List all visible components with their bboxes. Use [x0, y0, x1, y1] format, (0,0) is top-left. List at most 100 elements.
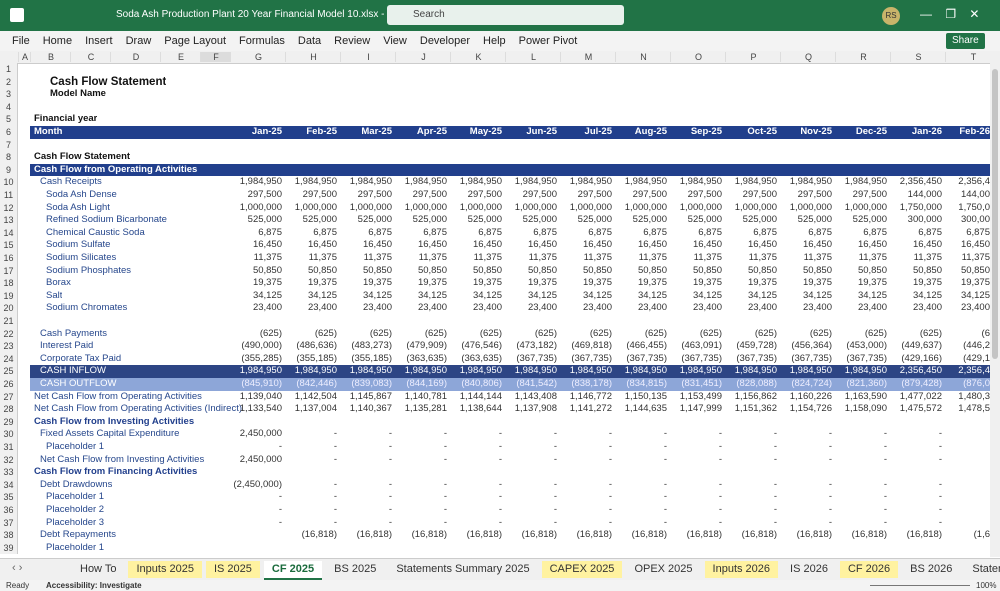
cell-value: 525,000 [797, 214, 832, 226]
cell-value: 1,000,000 [514, 201, 557, 213]
search-box[interactable]: Search [387, 5, 624, 25]
menu-item[interactable]: File [12, 35, 30, 47]
menu-item[interactable]: Data [297, 35, 322, 47]
menu-item[interactable]: Page Layout [164, 35, 227, 47]
sheet-tab[interactable]: How To [80, 563, 117, 575]
cell-value: - [608, 441, 612, 452]
cell-value: (483,273) [351, 340, 392, 352]
cell-value: 50,850 [417, 264, 447, 276]
scrollbar[interactable] [990, 63, 1000, 557]
month-header: Feb-25 [306, 126, 337, 137]
cell-value: (842,446) [296, 378, 337, 389]
sheet-tab[interactable]: IS 2026 [790, 563, 828, 575]
status-bar: Ready Accessibility: Investigate 100% [0, 580, 1000, 591]
menu-item[interactable]: Insert [85, 35, 113, 47]
row-label: Cash Flow from Operating Activities [34, 163, 198, 175]
sheet-tab[interactable]: OPEX 2025 [634, 563, 693, 575]
cell-value: 50,850 [857, 264, 887, 276]
row-number: 9 [0, 163, 18, 177]
cell-value: (453,000) [846, 340, 887, 352]
cell-value: 11,375 [803, 252, 832, 263]
cell-value: 34,125 [960, 289, 990, 301]
cell-value: 1,984,950 [624, 176, 667, 188]
menu-item[interactable]: View [383, 35, 407, 47]
cell-value: 1,140,367 [349, 403, 392, 415]
sheet-tab[interactable]: IS 2025 [205, 561, 260, 578]
cell-value: - [443, 504, 447, 515]
cell-value: 50,850 [252, 264, 282, 276]
menu-item[interactable]: Power Pivot [518, 35, 578, 47]
cell-value: - [773, 453, 777, 465]
sheet-tab[interactable]: CF 2026 [839, 561, 899, 578]
cell-value: 1,000,000 [239, 201, 282, 213]
sheet-tab[interactable]: BS 2026 [910, 563, 953, 575]
row-label: Cash Receipts [40, 176, 102, 188]
cell-value: - [828, 441, 832, 452]
cell-value: (1,6 [973, 529, 990, 541]
cell-value: 11,375 [473, 252, 502, 263]
cell-value: (367,735) [626, 352, 667, 364]
share-button[interactable]: Share [946, 33, 985, 49]
cell-value: (838,178) [571, 378, 612, 389]
row-label: Placeholder 1 [46, 541, 105, 553]
cell-value: - [883, 491, 887, 503]
cell-value: 1,147,999 [679, 403, 722, 415]
cell-value: 6,875 [533, 226, 557, 238]
zoom-level[interactable]: 100% [976, 581, 997, 590]
column-letter: G [230, 52, 286, 62]
row-number: 20 [0, 302, 18, 315]
tab-nav[interactable]: ‹ › [12, 562, 23, 574]
title-bar: Soda Ash Production Plant 20 Year Financ… [0, 0, 1000, 31]
sheet-tab[interactable]: Statements Summary 2025 [396, 563, 530, 575]
row-label: Net Cash Flow from Operating Activities [34, 390, 202, 402]
search-text: Search [413, 9, 445, 20]
cell-value: 300,000 [907, 214, 942, 226]
cell-value: - [883, 478, 887, 490]
row-number: 7 [0, 138, 18, 152]
cell-value: (16,818) [686, 529, 722, 541]
cell-value: 525,000 [577, 214, 612, 226]
sheet-tab[interactable]: Statements Summa [972, 563, 1000, 575]
scroll-thumb[interactable] [992, 69, 998, 359]
zoom-slider[interactable] [870, 585, 970, 586]
menu-item[interactable]: Home [42, 35, 73, 47]
cell-value: 50,850 [747, 264, 777, 276]
row-number: 19 [0, 289, 18, 303]
cell-value: - [608, 504, 612, 515]
sheet-tab[interactable]: Inputs 2025 [128, 561, 202, 578]
row-number: 21 [0, 315, 18, 328]
window-controls[interactable]: — ❐ ✕ [920, 7, 980, 21]
cell-value: 1,145,867 [349, 390, 392, 402]
cell-value: 6,875 [478, 226, 502, 238]
cell-value: 297,500 [357, 189, 392, 200]
menu-item[interactable]: Draw [125, 35, 152, 47]
cell-value: 34,125 [417, 289, 447, 301]
menu-item[interactable]: Review [334, 35, 371, 47]
sheet-tab[interactable]: CAPEX 2025 [541, 561, 623, 578]
cell-value: 16,450 [527, 239, 557, 251]
cell-value: 1,984,950 [404, 176, 447, 188]
cell-value: - [608, 491, 612, 503]
cell-value: 6,875 [258, 226, 282, 238]
user-avatar[interactable]: RS [882, 7, 900, 25]
sheet-tab[interactable]: CF 2025 [263, 561, 323, 580]
sheet-tab[interactable]: Inputs 2026 [704, 561, 779, 578]
row-number: 39 [0, 541, 18, 555]
row-number: 38 [0, 529, 18, 542]
cell-value: - [333, 491, 337, 503]
accessibility-status[interactable]: Accessibility: Investigate [46, 581, 142, 590]
row-label: Interest Paid [40, 340, 94, 352]
menu-item[interactable]: Help [483, 35, 506, 47]
menu-item[interactable]: Developer [419, 35, 471, 47]
cell-value: (363,635) [461, 352, 502, 364]
cell-value: - [498, 428, 502, 440]
row-number: 6 [0, 126, 18, 139]
row-number: 12 [0, 201, 18, 215]
row-label: Net Cash Flow from Investing Activities [40, 453, 205, 465]
cell-value: - [883, 453, 887, 465]
cell-value: 34,125 [362, 289, 392, 301]
sheet-tab[interactable]: BS 2025 [334, 563, 377, 575]
menu-item[interactable]: Formulas [239, 35, 285, 47]
cell-value: - [938, 478, 942, 490]
